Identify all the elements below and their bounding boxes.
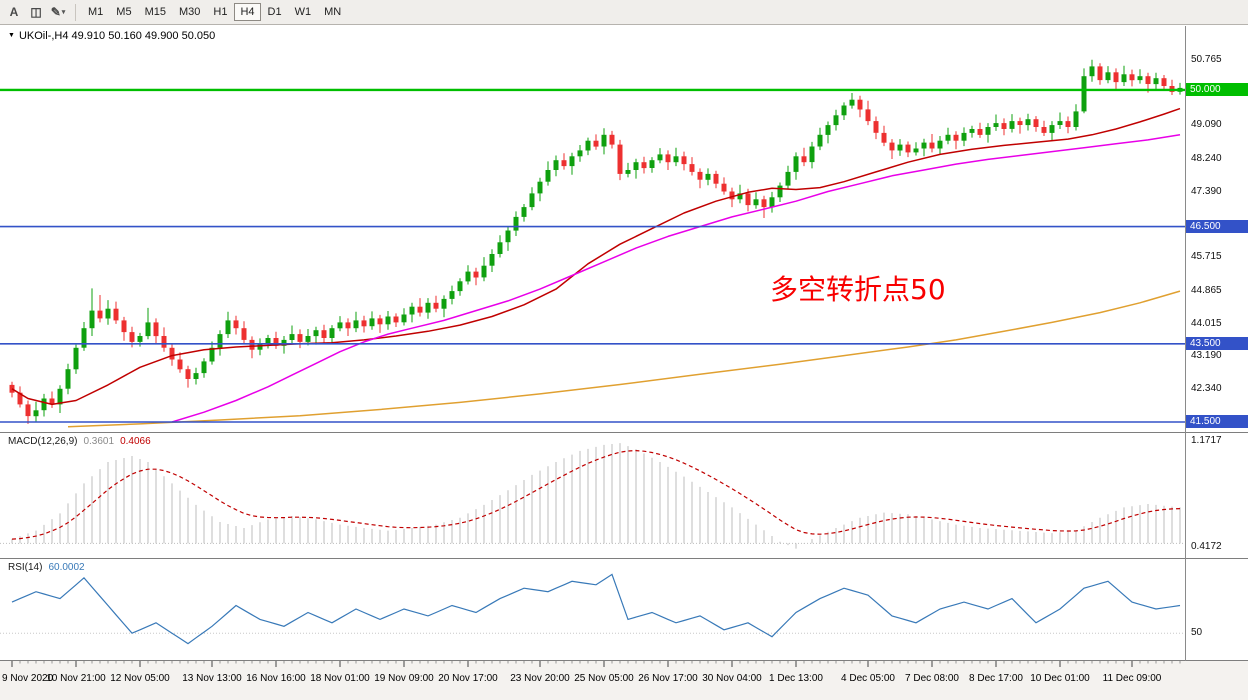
macd-histogram [11,443,1181,549]
macd-axis-label-bottom: 0.4172 [1191,541,1222,552]
macd-value-main: 0.3601 [83,436,115,447]
time-axis-label: 7 Dec 08:00 [905,673,959,684]
time-axis-label: 8 Dec 17:00 [969,673,1023,684]
rsi-line [11,573,1181,645]
text-label-tool-icon: A [9,5,19,19]
price-axis-label: 50.765 [1191,54,1222,65]
price-axis-label: 49.090 [1191,119,1222,131]
symbol-title: ▼ UKOil-,H4 49.910 50.160 49.900 50.050 [8,30,215,42]
toolbar-tools: A ◫ ✎ ▾ [3,3,69,22]
price-badge-green: 50.000 [1186,82,1248,96]
drawing-tool-button[interactable]: ✎ ▾ [47,3,69,22]
toolbar: A ◫ ✎ ▾ M1 M5 M15 M30 H1 H4 D1 W1 MN [0,0,1248,25]
time-axis-label: 25 Nov 05:00 [574,673,634,684]
price-chart-panel[interactable]: ▼ UKOil-,H4 49.910 50.160 49.900 50.050 多… [0,26,1248,433]
timeframe-button-W1[interactable]: W1 [294,6,312,18]
time-axis-label: 13 Nov 13:00 [182,673,242,684]
time-axis-label: 10 Dec 01:00 [1030,673,1090,684]
price-axis-label: 42.340 [1191,383,1222,395]
time-axis-label: 18 Nov 01:00 [310,673,370,684]
rsi-plot[interactable] [0,559,1248,660]
time-axis-label: 16 Nov 16:00 [246,673,306,684]
price-axis-label: 44.865 [1191,284,1222,296]
timeframe-button-D1[interactable]: D1 [267,6,282,18]
price-axis-label: 44.015 [1191,317,1222,329]
time-axis-label: 4 Dec 05:00 [841,673,895,684]
candles-series [9,59,1183,424]
time-ticks [11,661,1181,667]
time-axis-label: 23 Nov 20:00 [510,673,570,684]
time-axis-label: 20 Nov 17:00 [438,673,498,684]
macd-plot[interactable] [0,433,1248,558]
symbol-ohlc-text: UKOil-,H4 49.910 50.160 49.900 50.050 [18,30,216,42]
timeframe-button-MN[interactable]: MN [324,6,342,18]
chart-annotation-text: 多空转折点50 [770,273,946,306]
text-label-tool-button[interactable]: A [3,3,25,22]
price-axis-label: 47.390 [1191,185,1222,197]
macd-panel[interactable]: MACD(12,26,9) 0.3601 0.4066 1.1717 0.4172 [0,433,1248,559]
timeframe-button-M15[interactable]: M15 [144,6,166,18]
rsi-level-label: 50 [1191,627,1203,639]
macd-name: MACD(12,26,9) [8,436,78,447]
time-axis[interactable]: 9 Nov 2020 10 Nov 21:00 12 Nov 05:00 13 Nov… [0,661,1248,700]
timeframe-button-M1[interactable]: M1 [88,6,104,18]
drawing-tool-icon: ✎ [50,5,61,19]
time-axis-label: 26 Nov 17:00 [638,673,698,684]
price-badge-blue: 41.500 [1186,414,1248,428]
timeframe-button-H1[interactable]: H1 [213,6,228,18]
macd-signal-line [11,449,1181,540]
toolbar-separator [75,3,76,21]
time-axis-label: 19 Nov 09:00 [374,673,434,684]
price-axis-label: 45.715 [1191,251,1222,263]
price-badge-blue: 43.500 [1186,336,1248,350]
rsi-name: RSI(14) [8,562,43,573]
ma-fast-line [11,107,1181,406]
time-axis-label: 12 Nov 05:00 [110,673,170,684]
timeframe-button-M5[interactable]: M5 [116,6,132,18]
dropdown-arrow-icon: ▾ [61,9,66,16]
ma-slow-line [67,290,1181,428]
rsi-value: 60.0002 [48,562,85,573]
timeframe-bar: M1 M5 M15 M30 H1 H4 D1 W1 MN [82,3,347,21]
macd-label: MACD(12,26,9) 0.3601 0.4066 [8,436,151,447]
macd-axis-label-top: 1.1717 [1191,435,1222,446]
time-axis-label: 30 Nov 04:00 [702,673,762,684]
time-axis-label: 10 Nov 21:00 [46,673,106,684]
rsi-panel[interactable]: RSI(14) 60.0002 50 [0,559,1248,661]
price-axis-label: 48.240 [1191,152,1222,164]
candlestick-plot[interactable] [0,26,1248,432]
indicator-window-tool-button[interactable]: ◫ [25,3,47,22]
indicator-window-tool-icon: ◫ [30,5,42,19]
time-axis-label: 11 Dec 09:00 [1102,673,1162,684]
price-axis-label: 43.190 [1191,349,1222,361]
time-axis-label: 1 Dec 13:00 [769,673,823,684]
price-badge-blue: 46.500 [1186,219,1248,233]
price-axis-divider [1185,26,1186,661]
time-axis-label: 9 Nov 2020 [2,673,54,684]
symbol-marker-icon: ▼ [8,32,15,39]
rsi-label: RSI(14) 60.0002 [8,562,85,573]
timeframe-button-H4[interactable]: H4 [234,3,261,21]
timeframe-button-M30[interactable]: M30 [178,6,201,18]
ma-mid-line [171,134,1181,423]
macd-value-signal: 0.4066 [120,436,151,447]
